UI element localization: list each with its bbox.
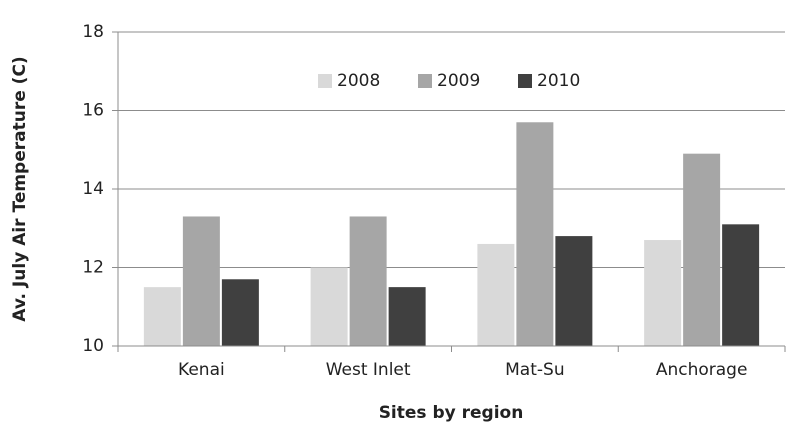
x-tick-label: West Inlet [326,360,411,380]
x-tick-label: Mat-Su [505,360,564,380]
legend-swatch [518,74,532,88]
x-tick-label: Kenai [178,360,225,380]
bar [477,243,515,346]
y-tick-label: 10 [82,336,104,356]
legend-swatch [318,74,332,88]
legend-swatch [418,74,432,88]
bar [555,236,593,346]
bar [516,122,554,347]
legend-label: 2010 [537,71,580,91]
legend-label: 2008 [337,71,380,91]
y-tick-label: 16 [82,101,104,121]
x-axis-title: Sites by region [379,403,524,423]
y-tick-label: 14 [82,179,104,199]
bar [722,224,760,346]
y-tick-label: 12 [82,258,104,278]
legend-label: 2009 [437,71,480,91]
bar [683,153,721,346]
bar [388,287,426,346]
bar [349,216,387,346]
y-tick-label: 18 [82,22,104,42]
bar [644,240,682,346]
bar [310,267,348,346]
x-tick-label: Anchorage [656,360,748,380]
y-axis-title: Av. July Air Temperature (C) [10,56,30,321]
bar [182,216,220,346]
bar [221,279,259,346]
bar [143,287,181,346]
